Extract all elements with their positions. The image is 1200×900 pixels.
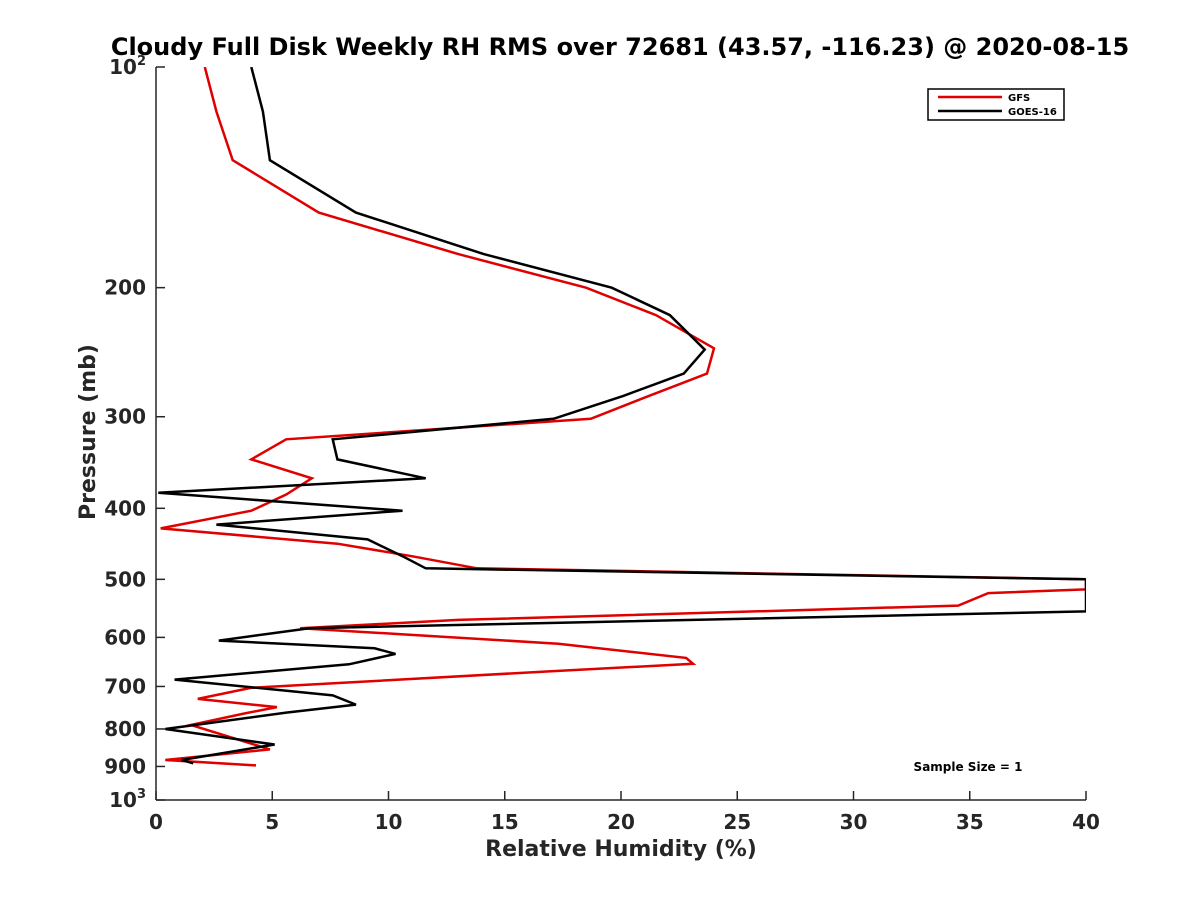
series-line-goes16 [158, 67, 1086, 765]
x-tick-label: 0 [149, 810, 163, 834]
legend: GFS GOES-16 [927, 88, 1065, 121]
y-tick-label: 200 [104, 276, 146, 300]
x-tick-label: 35 [956, 810, 984, 834]
y-axis-label: Pressure (mb) [76, 344, 101, 520]
series-line-gfs [160, 67, 1086, 767]
y-tick-label: 102 [109, 54, 146, 79]
legend-box [927, 88, 1065, 121]
y-tick-label: 300 [104, 405, 146, 429]
y-tick-label: 800 [104, 717, 146, 741]
x-tick-label: 10 [375, 810, 403, 834]
x-tick-label: 30 [840, 810, 868, 834]
x-tick-label: 15 [491, 810, 519, 834]
plot-area: 0 5 10 15 20 25 30 35 40 102 200 300 400 500 600 700 800… [104, 54, 1100, 834]
y-tick-label: 700 [104, 674, 146, 698]
x-axis-label: Relative Humidity (%) [485, 837, 757, 862]
y-tick-label: 600 [104, 625, 146, 649]
x-tick-label: 40 [1072, 810, 1100, 834]
x-tick-label: 25 [723, 810, 751, 834]
y-tick-label: 500 [104, 567, 146, 591]
chart-title: Cloudy Full Disk Weekly RH RMS over 7268… [111, 33, 1129, 61]
sample-size-annotation: Sample Size = 1 [914, 760, 1023, 774]
y-tick-label: 900 [104, 754, 146, 778]
y-tick-label: 103 [109, 787, 146, 812]
x-tick-label: 5 [265, 810, 279, 834]
legend-label-gfs: GFS [1008, 93, 1030, 104]
y-tick-label: 400 [104, 496, 146, 520]
legend-label-goes16: GOES-16 [1008, 107, 1057, 118]
x-tick-label: 20 [607, 810, 635, 834]
